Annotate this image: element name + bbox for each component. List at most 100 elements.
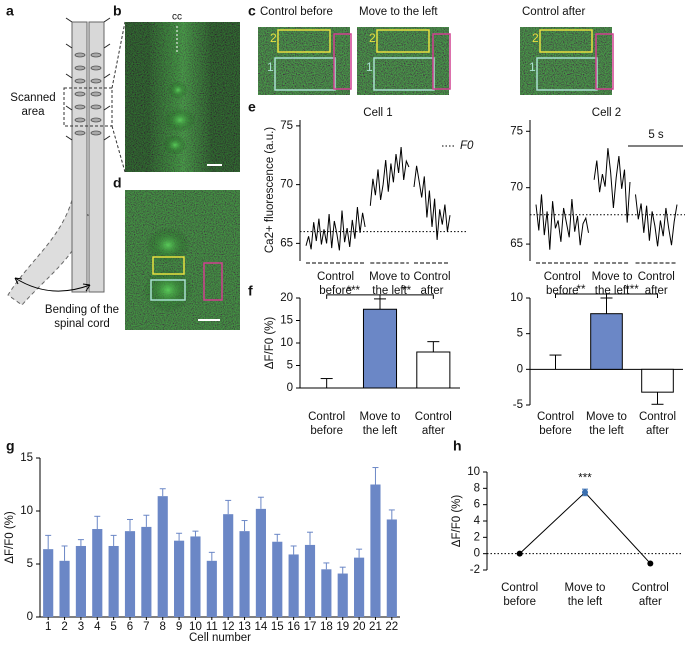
bar [362, 308, 398, 389]
bar [174, 540, 185, 617]
trace-line [535, 148, 678, 250]
y-tick-label: 2 [474, 531, 480, 543]
image-b [125, 22, 240, 172]
x-category-label: Control after [415, 411, 452, 437]
x-category-label: Control after [632, 582, 669, 608]
x-category-label: 18 [320, 621, 333, 633]
x-category-label: Control after [639, 411, 676, 437]
y-axis-label: Ca2+ fluorescence (a.u.) [264, 127, 276, 253]
bar [304, 544, 316, 617]
x-category-label: 13 [238, 621, 251, 633]
x-category-label: 17 [304, 621, 317, 633]
x-category-label: 20 [353, 621, 366, 633]
bar [59, 560, 70, 617]
y-tick-label: 75 [510, 125, 523, 137]
x-category-label: 15 [271, 621, 284, 633]
x-category-label: 4 [94, 621, 101, 633]
bar [321, 569, 332, 617]
y-tick-label: 10 [510, 292, 523, 304]
point [647, 560, 654, 567]
x-category-label: 6 [127, 621, 133, 633]
roi-2 [376, 29, 430, 53]
y-tick-label: 5 [517, 328, 523, 340]
bar [272, 541, 283, 617]
panel-label: e [248, 99, 256, 115]
significance-bracket [606, 293, 658, 298]
x-category-label: Control before [537, 411, 574, 437]
panel-label: f [248, 283, 253, 299]
chart-title: Cell 2 [592, 107, 621, 119]
bar [223, 514, 234, 617]
x-category-label: Move to the left [360, 411, 401, 437]
x-category-label: 5 [110, 621, 116, 633]
x-category-label: 16 [287, 621, 300, 633]
y-tick-label: 5 [287, 360, 293, 372]
bar [43, 549, 54, 617]
x-category-label: 12 [222, 621, 235, 633]
y-tick-label: 15 [20, 452, 33, 464]
trace-line [305, 146, 451, 251]
image-title: Control after [522, 6, 585, 18]
scale-bar-label: 5 s [648, 129, 664, 141]
roi-label: 1 [267, 60, 274, 74]
x-category-label: 3 [78, 621, 84, 633]
y-axis-label: ΔF/F0 (%) [4, 511, 16, 564]
x-category-label: 14 [255, 621, 268, 633]
panel-label: c [248, 3, 256, 19]
y-tick-label: 10 [280, 337, 293, 349]
panel-label: b [113, 3, 122, 19]
y-tick-label: 4 [474, 515, 481, 527]
chart-title: Cell 1 [363, 107, 392, 119]
significance: ** [577, 284, 586, 296]
roi-1 [373, 57, 435, 91]
bar [641, 368, 674, 393]
y-axis-label: ΔF/F0 (%) [451, 495, 463, 548]
bar [354, 557, 365, 617]
x-category-label: 8 [160, 621, 166, 633]
y-tick-label: 10 [20, 505, 33, 517]
image-title: Control before [260, 6, 333, 18]
bar [92, 529, 103, 617]
image-d [125, 190, 240, 330]
roi-label: 1 [529, 60, 536, 74]
legend-label: F0 [460, 140, 474, 152]
bar [190, 536, 201, 617]
roi-2 [277, 29, 331, 53]
bar [337, 573, 348, 617]
y-tick-label: 75 [280, 120, 293, 132]
roi-label: 2 [270, 31, 277, 45]
x-category-label: 10 [189, 621, 202, 633]
x-category-label: Control after [638, 271, 675, 297]
y-tick-label: 65 [280, 237, 293, 249]
point [582, 489, 588, 496]
bar [239, 531, 250, 617]
x-category-label: Control after [413, 271, 450, 297]
bending-label: Bending of the spinal cord [45, 304, 119, 330]
bar [386, 519, 397, 617]
x-category-label: Control before [308, 411, 345, 437]
x-category-label: 1 [45, 621, 51, 633]
x-category-label: Move to the left [565, 582, 606, 608]
bar [288, 554, 299, 617]
x-category-label: 19 [336, 621, 349, 633]
x-category-label: 2 [61, 621, 67, 633]
x-category-label: 21 [369, 621, 382, 633]
spinal-cord-diagram [7, 17, 126, 306]
bar [370, 484, 381, 617]
x-category-label: 11 [206, 621, 218, 633]
y-tick-label: 8 [474, 482, 480, 494]
bar [255, 508, 266, 617]
y-tick-label: 65 [510, 238, 523, 250]
bar [75, 545, 86, 617]
roi-1 [274, 57, 336, 91]
panel-label: h [453, 438, 462, 454]
x-axis-label: Cell number [189, 632, 251, 644]
y-tick-label: 20 [280, 292, 293, 304]
y-tick-label: 0 [474, 548, 480, 560]
bar [206, 560, 217, 617]
y-tick-label: -2 [470, 564, 480, 576]
significance: ** [402, 285, 411, 297]
panel-label: d [113, 175, 122, 191]
x-category-label: Move to the left [586, 411, 627, 437]
